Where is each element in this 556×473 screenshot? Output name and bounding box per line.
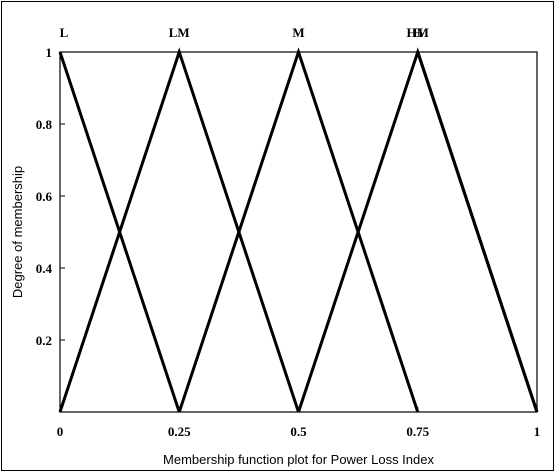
x-axis-ticks: 0 0.25 0.5 0.75 1	[57, 407, 541, 439]
mf-label-h: H	[413, 25, 423, 40]
x-tick-label: 0	[57, 424, 64, 439]
membership-labels: L LM M HMH	[60, 25, 429, 40]
series-line-h	[416, 51, 539, 413]
mf-label-l: L	[60, 25, 69, 40]
y-tick-label: 0.2	[36, 333, 52, 348]
plot-area	[59, 51, 538, 413]
x-tick-label: 0.75	[406, 424, 429, 439]
y-tick-label: 0.8	[36, 117, 53, 132]
mf-label-lm: LM	[169, 25, 190, 40]
x-tick-label: 1	[534, 424, 541, 439]
series-layer	[58, 47, 539, 413]
mf-label-hm: HM	[407, 25, 429, 40]
series-line-m	[177, 47, 420, 413]
y-tick-label: 0.4	[36, 261, 53, 276]
y-tick-label: 1	[46, 45, 53, 60]
y-axis-ticks: 0.2 0.4 0.6 0.8 1	[36, 45, 65, 348]
y-tick-label: 0.6	[36, 189, 53, 204]
x-tick-label: 0.5	[290, 424, 307, 439]
series-line-hm	[297, 47, 539, 413]
y-axis-label: Degree of membership	[10, 166, 25, 298]
x-tick-label: 0.25	[168, 424, 191, 439]
x-axis-label: Membership function plot for Power Loss …	[163, 452, 434, 467]
mf-label-m: M	[292, 25, 304, 40]
series-line-lm	[58, 47, 300, 413]
